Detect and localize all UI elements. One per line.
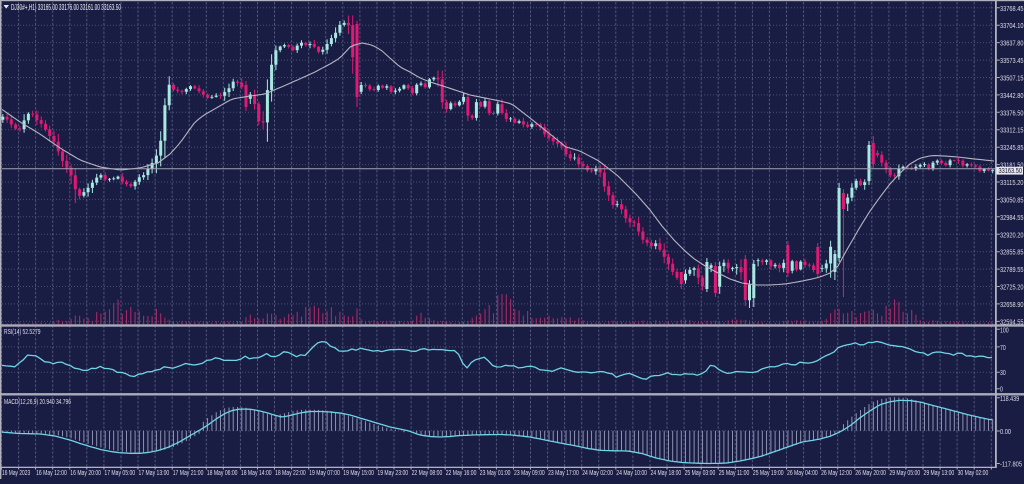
svg-text:26 May 04:00: 26 May 04:00 (787, 468, 818, 477)
svg-text:24 May 18:00: 24 May 18:00 (651, 468, 682, 477)
svg-text:26 May 12:00: 26 May 12:00 (821, 468, 852, 477)
svg-text:23 May 01:00: 23 May 01:00 (480, 468, 511, 477)
svg-text:30 May 02:00: 30 May 02:00 (958, 468, 989, 477)
svg-text:19 May 23:00: 19 May 23:00 (377, 468, 408, 477)
svg-text:33181.50: 33181.50 (1000, 161, 1024, 170)
svg-text:32984.55: 32984.55 (1000, 213, 1024, 222)
svg-text:33442.80: 33442.80 (1000, 91, 1024, 100)
svg-text:DJ30#+,H1) 33165.00 33176.00: DJ30#+,H1) 33165.00 33176.00 33161.00 33… (11, 3, 121, 12)
svg-text:33768.45: 33768.45 (1000, 4, 1024, 13)
svg-text:19 May 15:00: 19 May 15:00 (343, 468, 374, 477)
svg-text:33637.80: 33637.80 (1000, 39, 1024, 48)
svg-text:26 May 20:00: 26 May 20:00 (855, 468, 886, 477)
svg-text:0.00: 0.00 (1000, 427, 1011, 436)
svg-text:24 May 02:00: 24 May 02:00 (582, 468, 613, 477)
svg-text:22 May 08:00: 22 May 08:00 (412, 468, 443, 477)
svg-text:32920.20: 32920.20 (1000, 230, 1024, 239)
svg-text:RSI(14) 52.5279: RSI(14) 52.5279 (4, 327, 41, 336)
svg-text:16 May 2023: 16 May 2023 (2, 468, 30, 477)
svg-text:33312.15: 33312.15 (1000, 126, 1024, 135)
svg-text:33245.85: 33245.85 (1000, 143, 1024, 152)
svg-text:32855.85: 32855.85 (1000, 248, 1024, 257)
svg-text:0: 0 (1000, 385, 1003, 394)
svg-text:29 May 05:00: 29 May 05:00 (889, 468, 920, 477)
svg-text:25 May 03:00: 25 May 03:00 (685, 468, 716, 477)
svg-text:29 May 13:00: 29 May 13:00 (924, 468, 955, 477)
svg-text:18 May 14:00: 18 May 14:00 (241, 468, 272, 477)
svg-text:33704.10: 33704.10 (1000, 21, 1024, 30)
svg-text:18 May 22:00: 18 May 22:00 (275, 468, 306, 477)
svg-text:18 May 06:00: 18 May 06:00 (207, 468, 238, 477)
svg-text:32658.90: 32658.90 (1000, 300, 1024, 309)
svg-text:32594.55: 32594.55 (1000, 317, 1024, 326)
svg-text:33376.50: 33376.50 (1000, 108, 1024, 117)
svg-text:25 May 19:00: 25 May 19:00 (753, 468, 784, 477)
svg-text:19 May 07:00: 19 May 07:00 (309, 468, 340, 477)
svg-text:24 May 10:00: 24 May 10:00 (616, 468, 647, 477)
svg-text:33115.20: 33115.20 (1000, 178, 1024, 187)
svg-text:32789.55: 32789.55 (1000, 265, 1024, 274)
svg-text:33163.50: 33163.50 (999, 166, 1023, 175)
svg-text:17 May 05:00: 17 May 05:00 (104, 468, 135, 477)
svg-text:25 May 11:00: 25 May 11:00 (719, 468, 750, 477)
svg-text:70: 70 (1000, 343, 1006, 352)
svg-text:22 May 16:00: 22 May 16:00 (446, 468, 477, 477)
svg-text:17 May 13:00: 17 May 13:00 (139, 468, 170, 477)
svg-text:23 May 09:00: 23 May 09:00 (514, 468, 545, 477)
svg-text:MACD(12,26,9) 20.940 34.796: MACD(12,26,9) 20.940 34.796 (4, 397, 71, 406)
svg-text:33573.45: 33573.45 (1000, 56, 1024, 65)
svg-text:100: 100 (1000, 325, 1009, 334)
svg-text:23 May 17:00: 23 May 17:00 (548, 468, 579, 477)
svg-text:33507.15: 33507.15 (1000, 74, 1024, 83)
svg-text:-117.805: -117.805 (1000, 460, 1022, 469)
svg-text:17 May 21:00: 17 May 21:00 (173, 468, 204, 477)
svg-text:33050.85: 33050.85 (1000, 195, 1024, 204)
svg-text:118.439: 118.439 (1000, 394, 1019, 403)
svg-text:32725.20: 32725.20 (1000, 283, 1024, 292)
svg-text:16 May 20:00: 16 May 20:00 (70, 468, 101, 477)
svg-text:30: 30 (1000, 368, 1006, 377)
svg-text:16 May 12:00: 16 May 12:00 (36, 468, 67, 477)
